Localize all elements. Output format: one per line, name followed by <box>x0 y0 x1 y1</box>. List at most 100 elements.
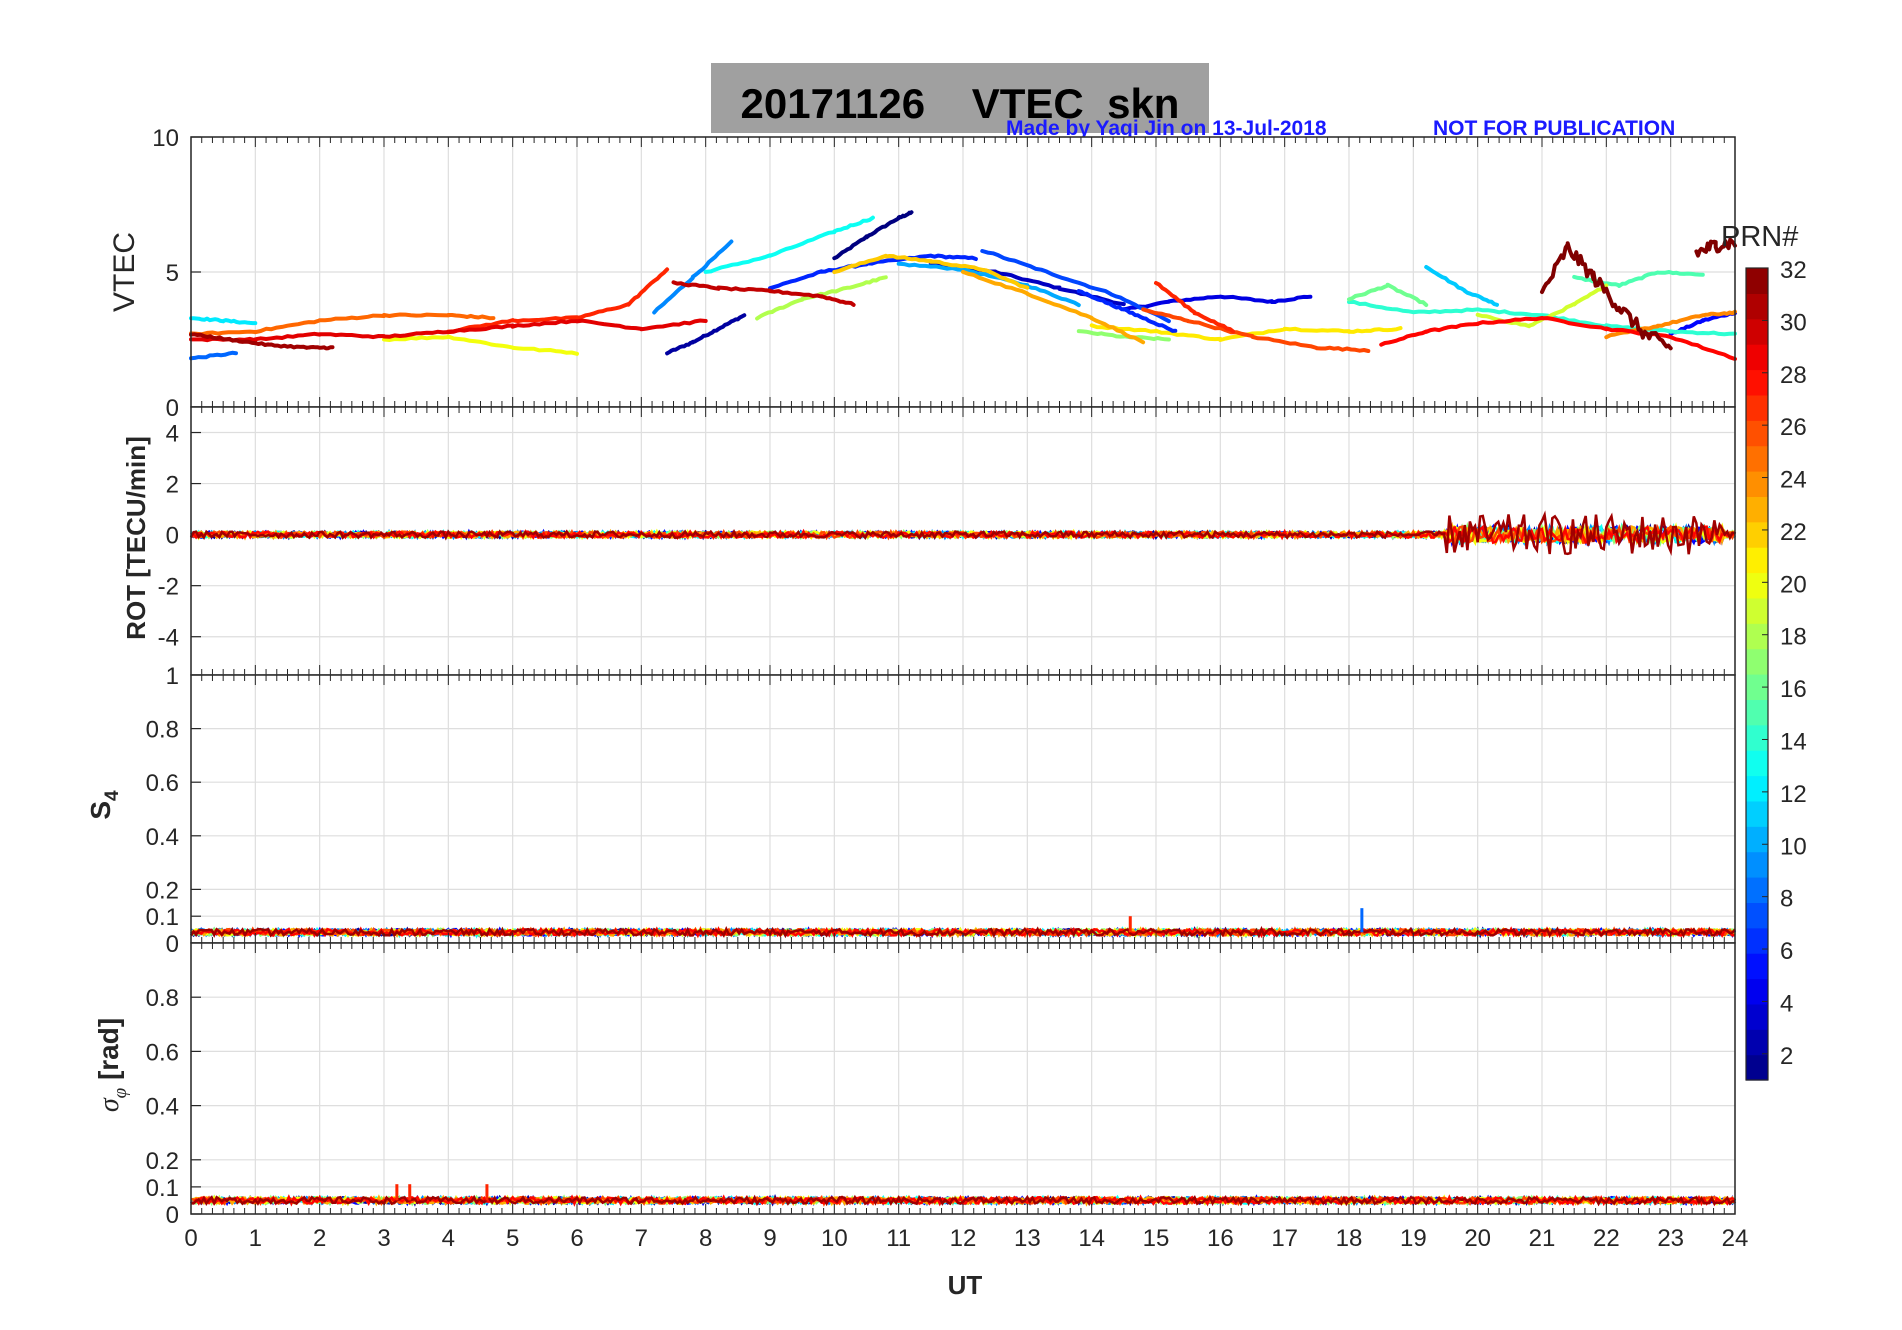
x-axis-label: UT <box>948 1270 983 1300</box>
vtec-trace-prn-21 <box>1089 323 1403 342</box>
x-tick-label: 14 <box>1078 1225 1105 1252</box>
vtec-trace-prn-18 <box>755 275 888 321</box>
x-tick-label: 19 <box>1400 1225 1427 1252</box>
vtec-trace-prn-11 <box>1424 265 1499 307</box>
vtec-trace-prn-8 <box>189 350 238 361</box>
vtec-trace-prn-14 <box>1347 300 1737 337</box>
x-tick-label: 5 <box>506 1225 519 1252</box>
colorbar-band <box>1746 877 1768 903</box>
colorbar-band <box>1746 674 1768 700</box>
vtec-trace-prn-6 <box>1076 289 1178 333</box>
colorbar-tick-label: 8 <box>1780 886 1793 913</box>
vtec-trace-prn-1 <box>832 210 914 261</box>
vtec-trace-prn-28 <box>1379 315 1737 361</box>
y-tick-label: 0.1 <box>146 1175 179 1202</box>
colorbar-band <box>1746 521 1768 548</box>
y-tick-label: 0 <box>166 523 179 550</box>
vtec-trace-prn-30 <box>671 280 856 307</box>
y-tick-label: 0 <box>166 1202 179 1229</box>
x-tick-label: 9 <box>763 1225 776 1252</box>
x-tick-label: 11 <box>886 1225 911 1252</box>
vtec-trace-prn-31 <box>189 332 335 351</box>
vtec-trace-prn-25 <box>189 312 496 337</box>
vtec-trace-prn-17 <box>1076 329 1171 342</box>
vtec-trace-prn-22 <box>832 253 1030 290</box>
vtec-trace-prn-20 <box>382 334 579 356</box>
colorbar-band <box>1746 445 1768 472</box>
x-tick-label: 10 <box>821 1225 848 1252</box>
x-tick-label: 15 <box>1143 1225 1170 1252</box>
colorbar-band <box>1746 826 1768 853</box>
y-tick-label: 4 <box>166 421 179 448</box>
colorbar-tick-label: 22 <box>1780 519 1807 546</box>
colorbar-band <box>1746 572 1768 599</box>
vtec-trace-prn-2 <box>665 313 747 356</box>
colorbar-band <box>1746 623 1768 650</box>
y-tick-label: 10 <box>152 125 179 152</box>
x-tick-label: 22 <box>1593 1225 1620 1252</box>
y-tick-label: 2 <box>166 472 179 499</box>
colorbar-band <box>1746 699 1768 726</box>
colorbar-band <box>1746 420 1768 447</box>
vtec-trace-prn-32 <box>1540 241 1673 351</box>
colorbar-tick-label: 6 <box>1780 938 1793 965</box>
colorbar-tick-label: 12 <box>1780 781 1807 808</box>
rot-ylabel: ROT [TECU/min] <box>121 436 151 640</box>
x-tick-label: 3 <box>377 1225 390 1252</box>
y-tick-label: 0 <box>166 395 179 422</box>
colorbar-band <box>1746 724 1768 751</box>
x-tick-label: 17 <box>1271 1225 1298 1252</box>
vtec-trace-prn-10 <box>896 261 1081 308</box>
colorbar-band <box>1746 394 1768 421</box>
vtec-trace-prn-29 <box>189 318 708 343</box>
colorbar-band <box>1746 851 1768 878</box>
panels-group: 0510-4-202400.10.20.40.60.8100.10.20.40.… <box>146 125 1749 1252</box>
credit-annotation: Made by Yaqi Jin on 13-Jul-2018 <box>1006 117 1327 140</box>
colorbar-band <box>1746 1054 1768 1081</box>
sigma_phi-trace-prn-31 <box>190 1194 1736 1207</box>
vtec-trace-prn-9 <box>652 239 734 315</box>
colorbar-band <box>1746 547 1768 574</box>
colorbar-frame <box>1745 267 1769 1081</box>
colorbar-band <box>1746 496 1768 523</box>
y-tick-label: 0.8 <box>146 717 179 744</box>
vtec-trace-prn-26 <box>1141 307 1371 353</box>
vtec-trace-prn-27 <box>446 267 670 334</box>
vtec-trace-prn-4 <box>1121 294 1313 312</box>
y-tick-label: -2 <box>158 574 179 601</box>
publication-notice: NOT FOR PUBLICATION <box>1433 117 1675 140</box>
colorbar-band <box>1746 268 1768 294</box>
y-tick-label: 0.4 <box>146 824 179 851</box>
sigma-ylabel: σφ [rad] <box>93 1018 131 1112</box>
panel-rot: -4 -2 0 2 4 <box>158 406 1737 676</box>
vtec-trace-prn-16 <box>1347 282 1429 307</box>
colorbar-band <box>1746 953 1768 980</box>
colorbar-band <box>1746 1029 1768 1056</box>
x-tick-label: 12 <box>950 1225 977 1252</box>
colorbar-tick-label: 2 <box>1780 1043 1793 1070</box>
colorbar-tick-label: 30 <box>1780 309 1807 336</box>
colorbar-band <box>1746 927 1768 954</box>
colorbar-band <box>1746 318 1768 345</box>
y-tick-label: -4 <box>158 625 179 652</box>
x-tick-label: 0 <box>184 1225 197 1252</box>
rot-trace-prn-31 <box>189 510 1736 557</box>
y-tick-label: 0.6 <box>146 1039 179 1066</box>
x-tick-label: 8 <box>699 1225 712 1252</box>
panel-frame-sigma_phi <box>190 942 1736 1215</box>
chart-title: 20171126 VTEC skn <box>741 80 1180 127</box>
vtec-trace-prn-12 <box>189 316 258 326</box>
colorbar-band <box>1746 369 1768 396</box>
x-tick-label: 6 <box>570 1225 583 1252</box>
y-tick-label: 5 <box>166 260 179 287</box>
colorbar-band <box>1746 471 1768 497</box>
title-background <box>711 63 1209 133</box>
colorbar-tick-label: 20 <box>1780 571 1807 598</box>
colorbar-label: PRN# <box>1721 221 1798 253</box>
colorbar-tick-label: 28 <box>1780 362 1807 389</box>
x-tick-label: 16 <box>1207 1225 1234 1252</box>
x-tick-label: 2 <box>313 1225 326 1252</box>
colorbar-tick-label: 26 <box>1780 414 1807 441</box>
